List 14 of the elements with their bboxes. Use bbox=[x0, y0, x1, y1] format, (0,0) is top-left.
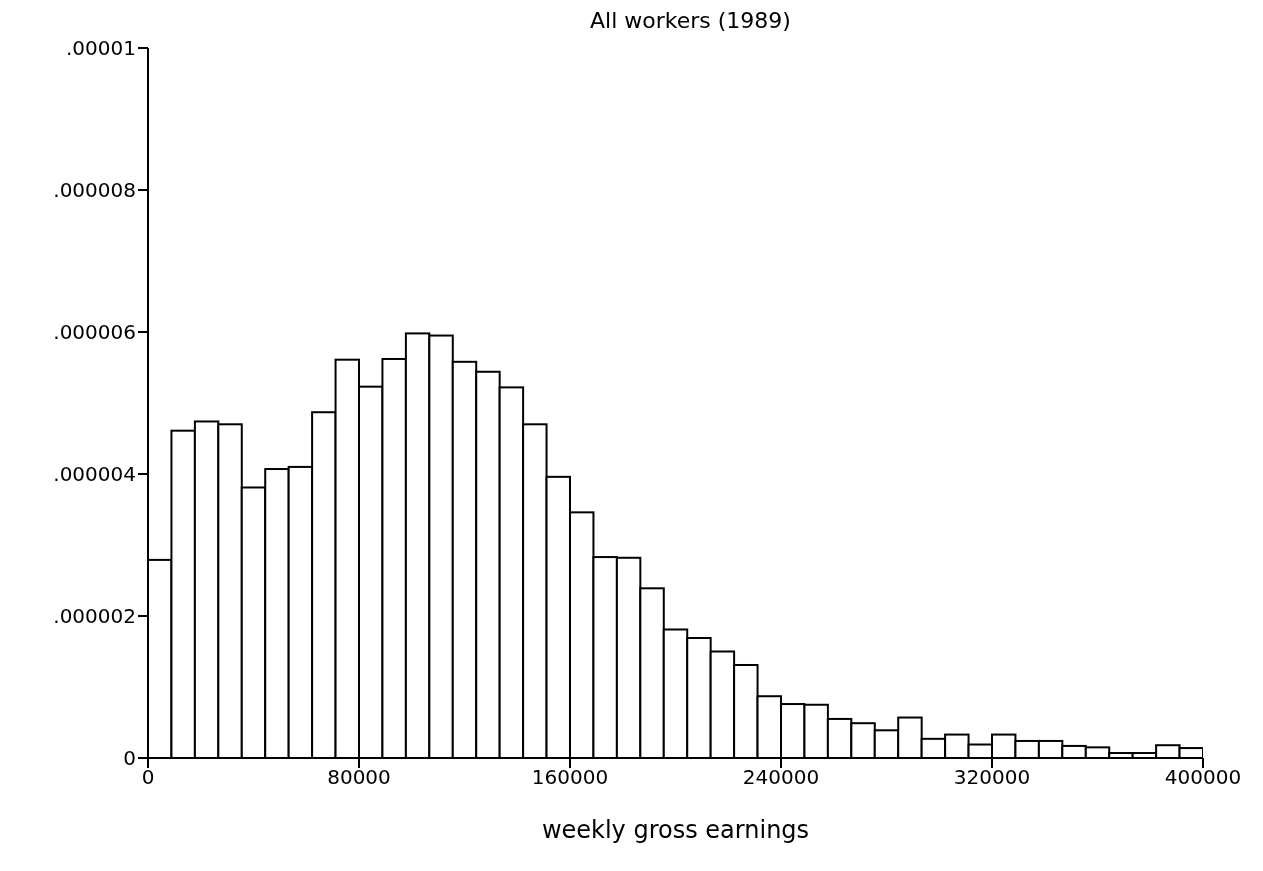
y-tick-label: .000006 bbox=[53, 320, 136, 345]
x-tick-label: 0 bbox=[141, 765, 155, 790]
x-tick-label: 160000 bbox=[531, 765, 609, 790]
y-tick-label: .000004 bbox=[53, 462, 136, 487]
x-tick-label: 240000 bbox=[742, 765, 820, 790]
y-tick-label: 0 bbox=[123, 746, 136, 771]
y-tick-label: .000002 bbox=[53, 604, 136, 629]
x-tick-label: 320000 bbox=[953, 765, 1031, 790]
y-tick-label: .000008 bbox=[53, 178, 136, 203]
chart-title: All workers (1989) bbox=[589, 8, 792, 35]
x-tick-label: 80000 bbox=[327, 765, 391, 790]
x-tick-label: 400000 bbox=[1164, 765, 1242, 790]
y-tick-label: .00001 bbox=[66, 36, 136, 61]
x-axis-title: weekly gross earnings bbox=[541, 816, 810, 844]
